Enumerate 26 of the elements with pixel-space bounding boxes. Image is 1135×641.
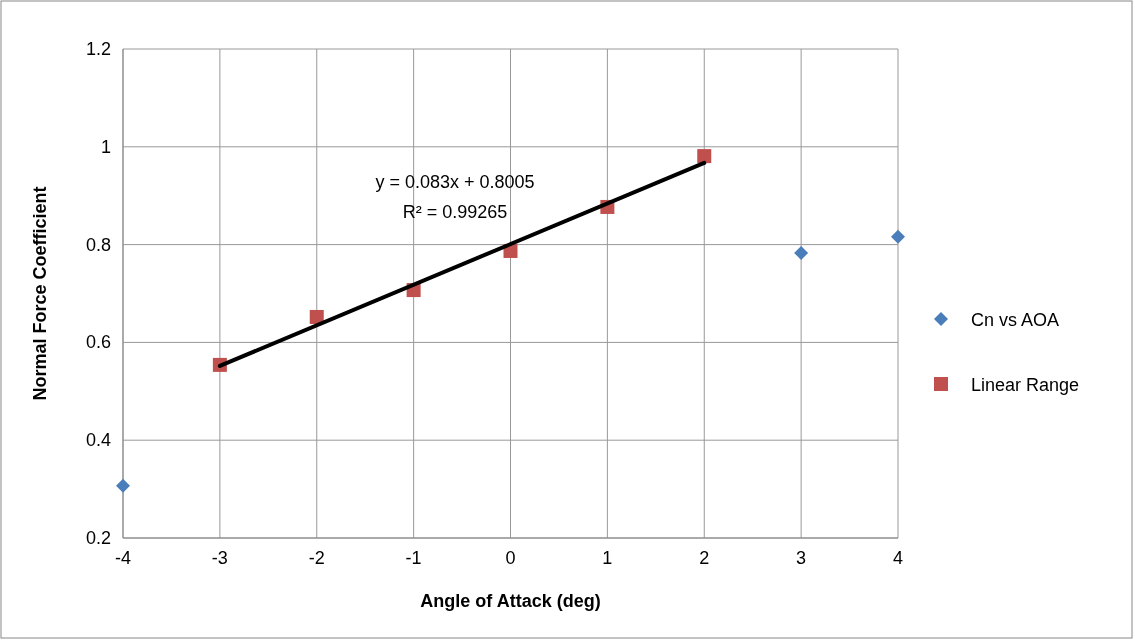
point xyxy=(309,309,324,324)
point xyxy=(697,149,712,164)
annotation: y = 0.083x + 0.8005 xyxy=(375,172,535,192)
y-axis-title: Normal Force Coefficient xyxy=(30,186,50,401)
y-tick-label: 1.2 xyxy=(85,39,111,59)
y-tick-label: 1 xyxy=(100,136,111,157)
y-tick-label: 0.6 xyxy=(85,332,111,353)
point xyxy=(891,229,905,244)
x-tick-label: -4 xyxy=(114,548,132,568)
x-tick-label: 0 xyxy=(505,548,516,568)
y-tick-label: 0.2 xyxy=(85,528,111,548)
x-tick-label: 3 xyxy=(796,548,807,568)
y-tick-label: 0.8 xyxy=(85,234,111,255)
x-tick-label: 2 xyxy=(699,548,710,568)
legend-label: Cn vs AOA xyxy=(971,310,1060,330)
annotation: R² = 0.99265 xyxy=(402,202,508,222)
x-tick-label: -3 xyxy=(211,548,228,568)
x-tick-label: -1 xyxy=(405,548,422,568)
x-tick-label: 4 xyxy=(892,548,904,568)
x-axis-title: Angle of Attack (deg) xyxy=(420,591,601,611)
y-tick-label: 0.4 xyxy=(85,430,111,451)
x-tick-label: -2 xyxy=(308,548,325,568)
legend-label: Linear Range xyxy=(971,375,1080,395)
point xyxy=(794,245,809,260)
x-tick-label: 1 xyxy=(602,548,613,568)
point xyxy=(116,478,130,493)
